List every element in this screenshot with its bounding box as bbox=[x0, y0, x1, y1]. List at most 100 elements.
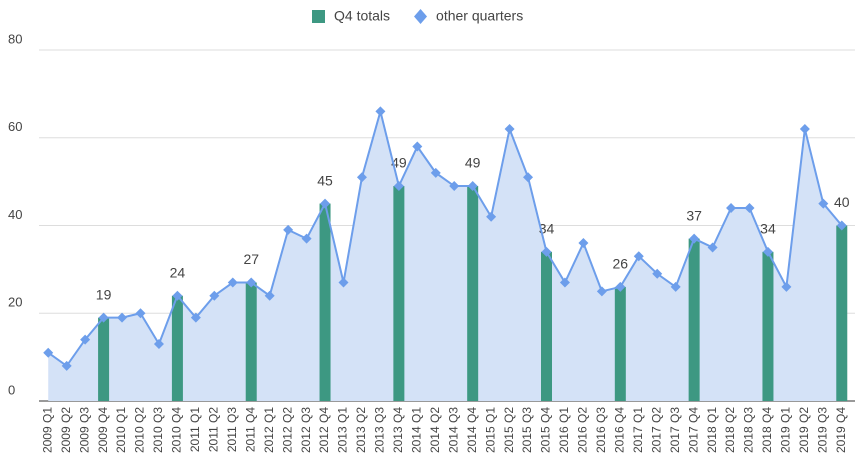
marker bbox=[190, 312, 201, 323]
data-label: 24 bbox=[170, 264, 186, 280]
marker bbox=[559, 277, 570, 288]
legend-swatch bbox=[414, 9, 428, 24]
x-tick-label: 2012 Q2 bbox=[280, 407, 294, 453]
x-tick-label: 2019 Q4 bbox=[834, 407, 848, 453]
marker bbox=[781, 281, 792, 292]
x-tick-label: 2014 Q3 bbox=[446, 407, 460, 453]
x-tick-label: 2016 Q2 bbox=[576, 407, 590, 453]
bar bbox=[762, 251, 774, 401]
x-tick-label: 2011 Q2 bbox=[206, 407, 220, 452]
marker bbox=[375, 106, 386, 117]
y-tick-label: 40 bbox=[8, 207, 22, 222]
bar bbox=[541, 251, 552, 401]
x-tick-label: 2017 Q2 bbox=[649, 407, 663, 453]
marker bbox=[80, 334, 91, 345]
marker bbox=[117, 312, 128, 323]
x-tick-label: 2013 Q2 bbox=[354, 407, 368, 453]
legend-label: other quarters bbox=[436, 8, 523, 24]
x-tick-label: 2015 Q3 bbox=[520, 407, 534, 453]
bar bbox=[614, 286, 626, 401]
x-tick-label: 2016 Q4 bbox=[612, 407, 626, 453]
x-tick-label: 2010 Q1 bbox=[114, 407, 128, 453]
marker bbox=[283, 224, 294, 235]
x-tick-label: 2009 Q4 bbox=[96, 407, 110, 453]
x-tick-label: 2011 Q4 bbox=[243, 407, 257, 452]
bar bbox=[836, 225, 848, 401]
y-tick-label: 0 bbox=[8, 382, 15, 397]
bar bbox=[245, 282, 257, 401]
marker bbox=[799, 123, 810, 134]
marker bbox=[153, 338, 164, 349]
marker bbox=[430, 167, 441, 178]
x-tick-label: 2016 Q1 bbox=[557, 407, 571, 453]
area-fill bbox=[48, 111, 842, 402]
bar bbox=[467, 186, 479, 401]
marker bbox=[356, 172, 367, 183]
bar bbox=[319, 203, 331, 401]
marker bbox=[486, 211, 497, 222]
marker bbox=[338, 277, 349, 288]
x-tick-label: 2018 Q1 bbox=[705, 407, 719, 453]
x-tick-label: 2014 Q1 bbox=[409, 407, 423, 453]
data-label: 40 bbox=[834, 194, 850, 210]
marker bbox=[523, 172, 534, 183]
x-tick-label: 2013 Q4 bbox=[391, 407, 405, 453]
x-tick-label: 2013 Q3 bbox=[373, 407, 387, 453]
marker bbox=[320, 198, 331, 209]
marker bbox=[541, 246, 552, 257]
marker bbox=[467, 181, 478, 192]
x-tick-label: 2012 Q1 bbox=[262, 407, 276, 453]
marker bbox=[301, 233, 312, 244]
y-tick-label: 60 bbox=[8, 119, 22, 134]
marker bbox=[578, 238, 589, 249]
marker bbox=[836, 220, 847, 231]
x-tick-label: 2009 Q2 bbox=[59, 407, 73, 453]
marker bbox=[227, 277, 238, 288]
data-label: 45 bbox=[317, 172, 333, 188]
x-tick-label: 2013 Q1 bbox=[336, 407, 350, 453]
marker bbox=[615, 281, 626, 292]
x-tick-label: 2012 Q3 bbox=[299, 407, 313, 453]
data-label: 26 bbox=[613, 256, 629, 272]
marker bbox=[135, 308, 146, 319]
x-tick-label: 2017 Q4 bbox=[686, 407, 700, 453]
x-tick-label: 2011 Q3 bbox=[225, 407, 239, 452]
marker bbox=[172, 290, 183, 301]
x-tick-label: 2015 Q1 bbox=[483, 407, 497, 453]
marker bbox=[596, 286, 607, 297]
x-tick-label: 2015 Q2 bbox=[502, 407, 516, 453]
x-tick-label: 2019 Q3 bbox=[815, 407, 829, 453]
data-label: 49 bbox=[465, 155, 481, 171]
marker bbox=[449, 181, 460, 192]
bar bbox=[688, 238, 700, 401]
marker bbox=[209, 290, 220, 301]
marker bbox=[504, 123, 515, 134]
marker bbox=[689, 233, 700, 244]
x-tick-label: 2010 Q2 bbox=[133, 407, 147, 453]
marker bbox=[744, 202, 755, 213]
data-label: 27 bbox=[243, 251, 259, 267]
marker bbox=[98, 312, 109, 323]
x-tick-label: 2009 Q3 bbox=[77, 407, 91, 453]
marker bbox=[246, 277, 257, 288]
y-tick-label: 20 bbox=[8, 295, 22, 310]
marker bbox=[412, 141, 423, 152]
legend-swatch bbox=[312, 10, 325, 23]
x-tick-label: 2017 Q3 bbox=[668, 407, 682, 453]
x-tick-label: 2018 Q4 bbox=[760, 407, 774, 453]
data-label: 19 bbox=[96, 286, 112, 302]
x-tick-label: 2009 Q1 bbox=[40, 407, 54, 453]
x-tick-label: 2010 Q4 bbox=[170, 407, 184, 453]
marker bbox=[652, 268, 663, 279]
x-tick-label: 2014 Q2 bbox=[428, 407, 442, 453]
marker bbox=[726, 202, 737, 213]
marker bbox=[43, 347, 54, 358]
x-tick-label: 2018 Q3 bbox=[742, 407, 756, 453]
legend-label: Q4 totals bbox=[334, 8, 390, 24]
x-tick-label: 2017 Q1 bbox=[631, 407, 645, 453]
x-tick-label: 2019 Q2 bbox=[797, 407, 811, 453]
marker bbox=[61, 360, 72, 371]
marker bbox=[707, 242, 718, 253]
bar bbox=[171, 295, 183, 401]
